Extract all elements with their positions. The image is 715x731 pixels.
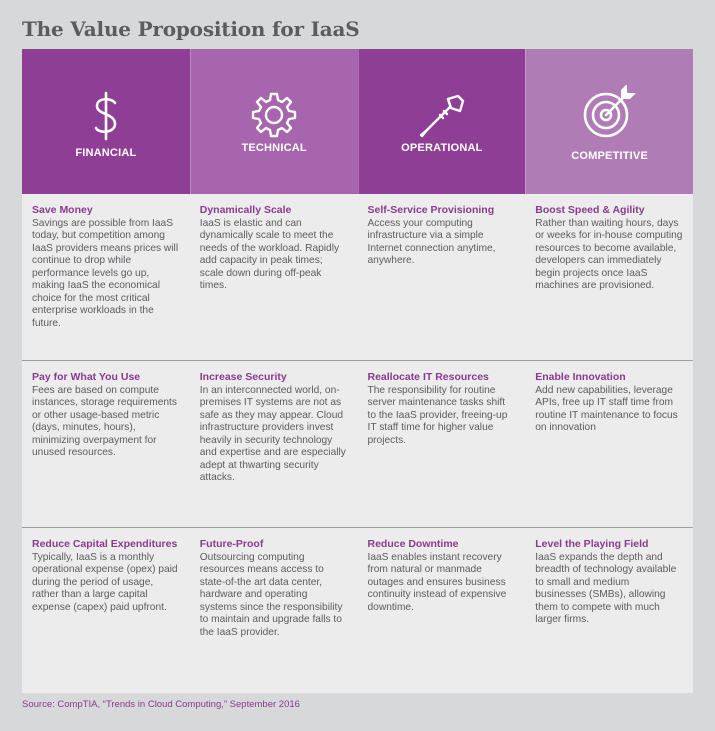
benefit-cell: Enable Innovation Add new capabilities, … bbox=[525, 361, 693, 527]
benefit-heading: Save Money bbox=[32, 204, 93, 216]
benefit-heading: Increase Security bbox=[199, 371, 287, 383]
benefit-heading: Level the Playing Field bbox=[535, 538, 649, 550]
header-label-financial: FINANCIAL bbox=[75, 147, 137, 159]
benefit-row-3: Reduce Capital Expenditures Typically, I… bbox=[22, 528, 693, 693]
benefit-text: In an interconnected world, on-premises … bbox=[199, 384, 346, 484]
benefit-text: Outsourcing computing resources means ac… bbox=[199, 551, 343, 638]
benefit-heading: Self-Service Provisioning bbox=[367, 204, 495, 216]
header-competitive: COMPETITIVE bbox=[525, 49, 693, 194]
value-proposition-table: FINANCIAL TECHNICAL bbox=[22, 49, 693, 693]
benefit-cell: Dynamically Scale IaaS is elastic and ca… bbox=[190, 194, 358, 360]
benefit-row-1: Save Money Savings are possible from Iaa… bbox=[22, 194, 693, 360]
dollar-sign-icon bbox=[22, 91, 190, 141]
benefit-text: Access your computing infrastructure via… bbox=[367, 217, 496, 267]
row-divider bbox=[22, 360, 693, 361]
screwdriver-icon bbox=[359, 93, 526, 139]
row-divider bbox=[22, 527, 693, 528]
gear-icon bbox=[191, 91, 358, 139]
page-title: The Value Proposition for IaaS bbox=[22, 17, 360, 41]
benefit-cell: Reallocate IT Resources The responsibili… bbox=[358, 361, 526, 527]
benefit-heading: Pay for What You Use bbox=[32, 371, 141, 383]
benefit-heading: Reallocate IT Resources bbox=[367, 371, 489, 383]
benefit-cell: Self-Service Provisioning Access your co… bbox=[358, 194, 526, 360]
benefit-text: Savings are possible from IaaS today, bu… bbox=[32, 217, 179, 329]
header-label-operational: OPERATIONAL bbox=[401, 142, 483, 154]
header-technical: TECHNICAL bbox=[189, 49, 358, 194]
benefit-cell: Increase Security In an interconnected w… bbox=[190, 361, 358, 527]
benefit-cell: Future-Proof Outsourcing computing resou… bbox=[190, 528, 358, 693]
benefit-cell: Level the Playing Field IaaS expands the… bbox=[525, 528, 693, 693]
benefit-text: IaaS expands the depth and breadth of te… bbox=[535, 551, 677, 626]
header-label-technical: TECHNICAL bbox=[241, 142, 307, 154]
benefit-heading: Boost Speed & Agility bbox=[535, 204, 645, 216]
benefit-heading: Future-Proof bbox=[199, 538, 264, 550]
benefit-cell: Save Money Savings are possible from Iaa… bbox=[22, 194, 190, 360]
category-header-row: FINANCIAL TECHNICAL bbox=[22, 49, 693, 194]
benefit-heading: Enable Innovation bbox=[535, 371, 626, 383]
header-label-competitive: COMPETITIVE bbox=[571, 150, 648, 162]
benefit-heading: Reduce Downtime bbox=[367, 538, 459, 550]
source-citation: Source: CompTIA, “Trends in Cloud Comput… bbox=[22, 699, 300, 710]
benefit-cell: Pay for What You Use Fees are based on c… bbox=[22, 361, 190, 527]
benefit-text: Add new capabilities, leverage APIs, fre… bbox=[535, 384, 678, 434]
benefit-heading: Reduce Capital Expenditures bbox=[32, 538, 178, 550]
benefit-text: IaaS enables instant recovery from natur… bbox=[367, 551, 507, 613]
benefit-heading: Dynamically Scale bbox=[199, 204, 292, 216]
benefit-text: IaaS is elastic and can dynamically scal… bbox=[199, 217, 340, 292]
benefit-cell: Reduce Downtime IaaS enables instant rec… bbox=[358, 528, 526, 693]
benefit-text: Fees are based on compute instances, sto… bbox=[32, 384, 177, 459]
benefit-cell: Reduce Capital Expenditures Typically, I… bbox=[22, 528, 190, 693]
header-operational: OPERATIONAL bbox=[357, 49, 526, 194]
target-arrow-icon bbox=[526, 85, 693, 141]
benefit-text: Rather than waiting hours, days or weeks… bbox=[535, 217, 683, 292]
header-financial: FINANCIAL bbox=[22, 49, 190, 194]
benefit-text: The responsibility for routine server ma… bbox=[367, 384, 508, 446]
benefit-text: Typically, IaaS is a monthly operational… bbox=[32, 551, 178, 613]
benefit-cell: Boost Speed & Agility Rather than waitin… bbox=[525, 194, 693, 360]
benefit-row-2: Pay for What You Use Fees are based on c… bbox=[22, 361, 693, 527]
